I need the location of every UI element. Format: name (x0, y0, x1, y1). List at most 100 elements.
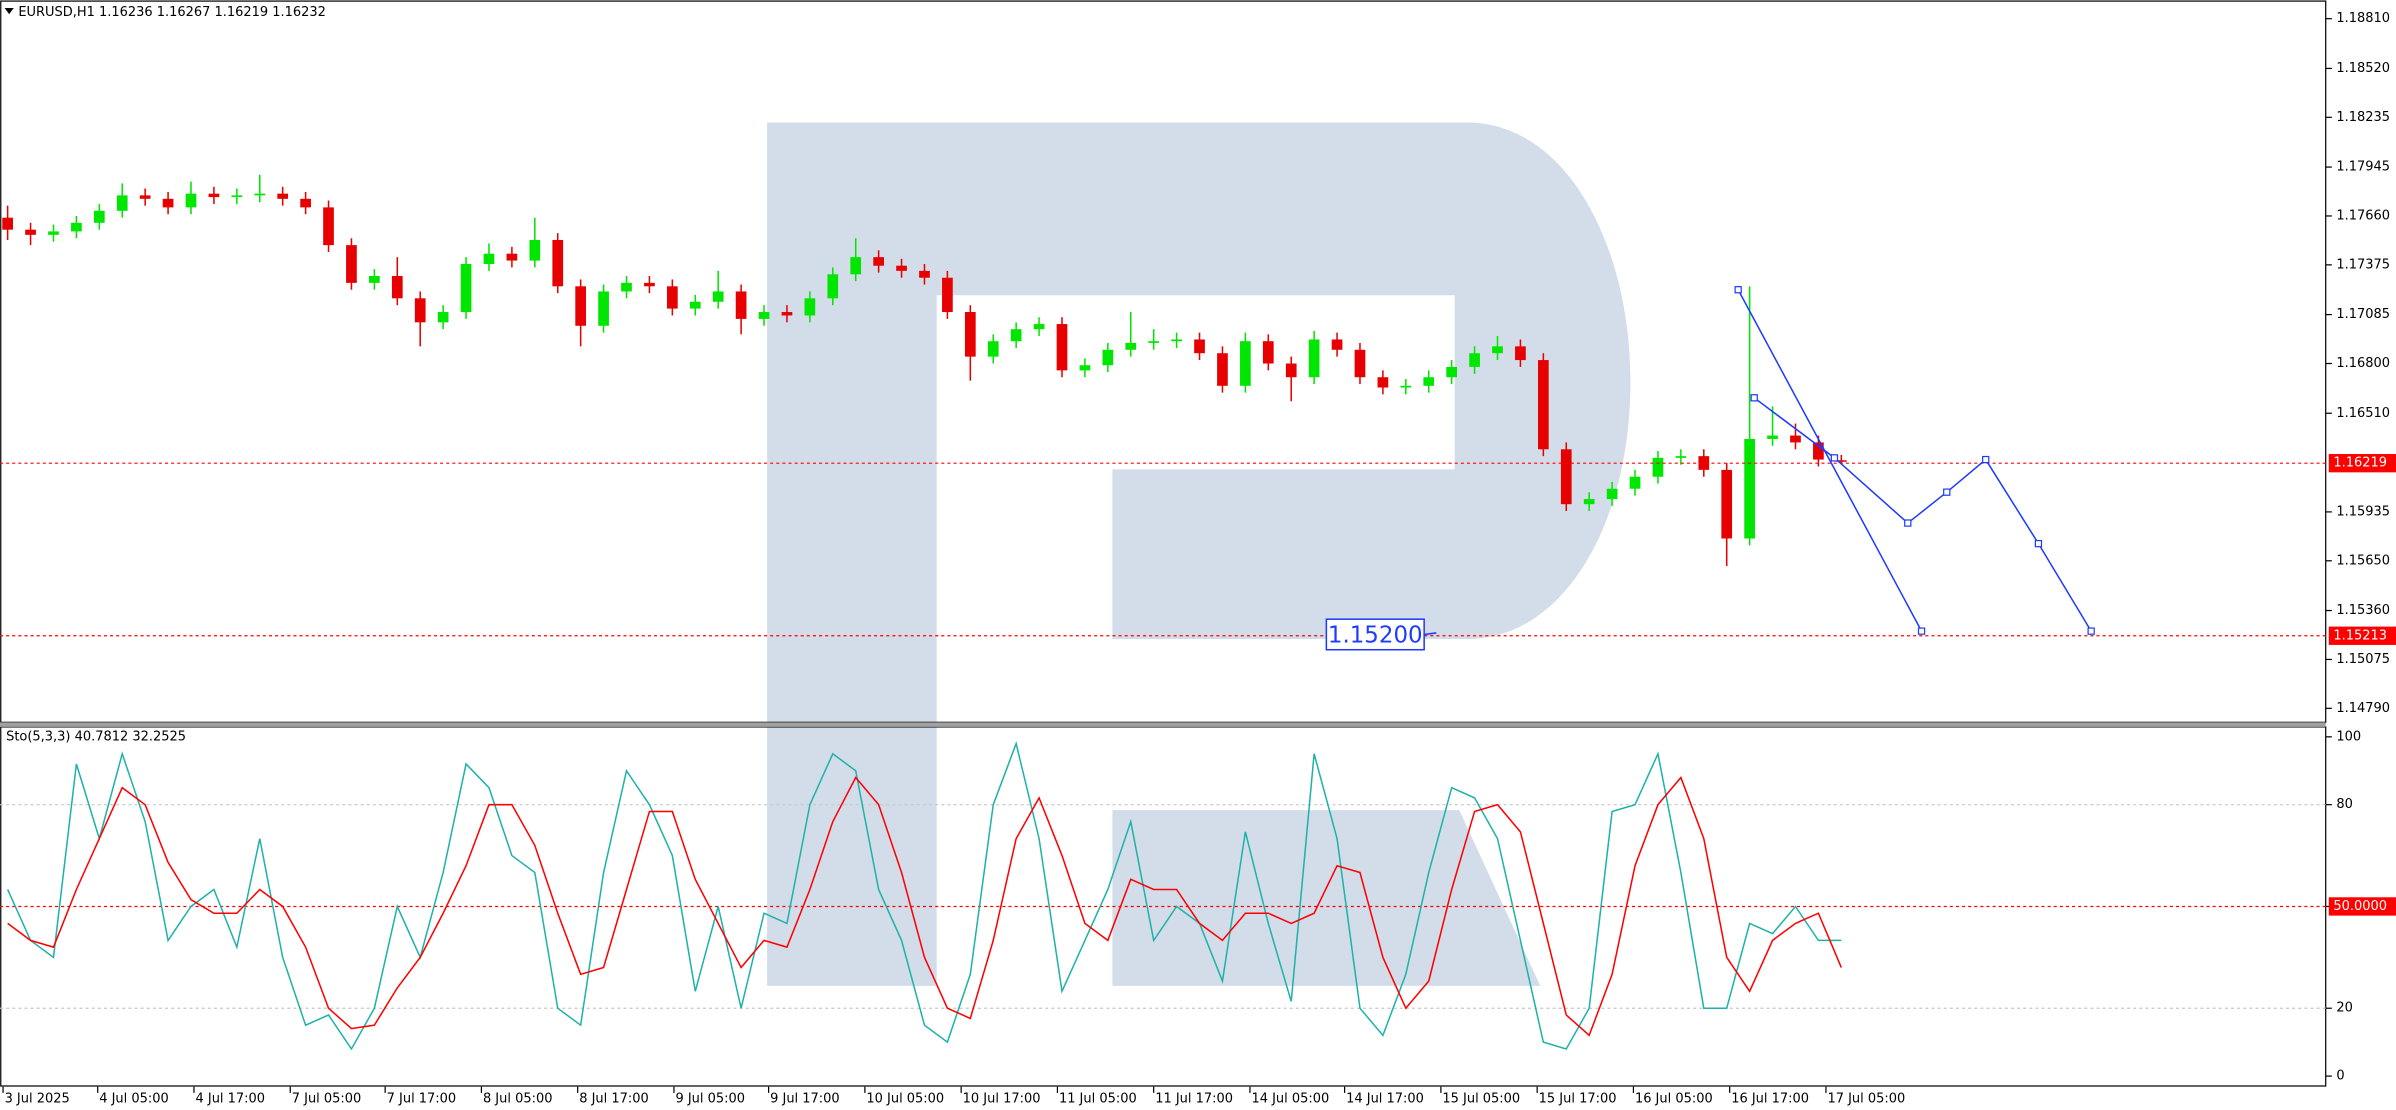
candle-body (25, 229, 36, 235)
indicator-header: Sto(5,3,3) 40.7812 32.2525 (6, 729, 186, 744)
candle-body (1125, 342, 1137, 350)
x-tick-label: 14 Jul 05:00 (1251, 1091, 1329, 1106)
candle-body (1721, 469, 1733, 539)
candle-body (1285, 363, 1297, 378)
forecast-point (1904, 519, 1912, 527)
x-tick-label: 4 Jul 05:00 (99, 1091, 169, 1106)
sub-layer: 0 20 50.0000 80 100 3 Jul 2025 4 Jul 05:00 4 Ju… (0, 729, 2396, 1106)
main-layer: 1.18810 1.18520 1.18235 1.17945 1.17660 1.173… (0, 11, 2396, 716)
x-tick-label: 14 Jul 17:00 (1346, 1091, 1424, 1106)
x-tick-label: 9 Jul 05:00 (675, 1091, 745, 1106)
candle-body (506, 253, 518, 261)
forecast-point (1982, 455, 1990, 464)
forecast-point (1734, 286, 1742, 294)
forecast-point (2034, 539, 2043, 548)
x-tick-label: 16 Jul 17:00 (1731, 1091, 1809, 1106)
candle-body (1033, 324, 1045, 330)
logo-r-top (767, 122, 1631, 986)
x-tick-label: 16 Jul 05:00 (1635, 1091, 1713, 1106)
candle-body (1469, 353, 1480, 367)
x-tick-label: 11 Jul 17:00 (1155, 1091, 1233, 1106)
candle-body (1148, 341, 1160, 343)
forecast-line (1737, 289, 1923, 632)
candle-body (735, 291, 747, 319)
y-tick-label: 1.15360 (2336, 603, 2390, 618)
candle-body (873, 257, 884, 266)
candle-body (1171, 339, 1182, 342)
candle-body (254, 193, 266, 196)
candle-body (414, 298, 426, 323)
candle-body (1515, 346, 1526, 361)
y-tick-label: 1.15935 (2336, 504, 2390, 519)
y-tick-label: 100 (2336, 729, 2361, 744)
forecast-point (1943, 488, 1951, 496)
y-tick-label: 1.17375 (2336, 257, 2390, 272)
x-tick-label: 8 Jul 17:00 (579, 1091, 649, 1106)
candle-body (552, 239, 564, 287)
x-tick-label: 11 Jul 05:00 (1059, 1091, 1137, 1106)
forecast-point (2087, 627, 2095, 635)
candle-body (1331, 339, 1343, 350)
candle-body (598, 291, 609, 326)
candle-body (1675, 456, 1687, 458)
candle-body (1423, 377, 1435, 386)
x-tick-label: 8 Jul 05:00 (483, 1091, 553, 1106)
candle-body (827, 274, 839, 299)
symbol-header: EURUSD,H1 1.16236 1.16267 1.16219 1.1623… (18, 5, 326, 20)
price-label-box (2328, 454, 2396, 473)
candle-body (1560, 449, 1572, 505)
y-tick-label-box (2328, 897, 2396, 916)
candle-body (666, 286, 678, 309)
candle-body (1744, 438, 1755, 539)
y-tick-label: 50.0000 (2333, 899, 2387, 914)
y-tick-label: 0 (2336, 1069, 2344, 1084)
candle-body (575, 286, 587, 326)
candle-body (1813, 442, 1824, 460)
candle-body (2, 217, 13, 230)
candle-body (71, 222, 82, 232)
y-tick-label: 1.16800 (2336, 356, 2390, 371)
candle-body (1194, 339, 1205, 354)
forecast-point (1830, 454, 1839, 462)
candle-body (277, 193, 289, 199)
candle-body (1446, 366, 1458, 378)
annotation-text: 1.15200 (1328, 622, 1423, 648)
forecast-line (1753, 397, 2092, 632)
candle-body (369, 276, 380, 283)
y-tick-label: 1.17660 (2336, 208, 2390, 223)
annotation-pointer (1424, 632, 1437, 636)
candle-body (391, 276, 403, 299)
candle-body (323, 207, 334, 246)
candle-body (758, 312, 770, 319)
candle-body (1377, 377, 1389, 388)
candle-body (1835, 460, 1847, 462)
candle-body (1583, 499, 1595, 505)
candle-body (896, 265, 907, 271)
y-tick-label: 1.18520 (2336, 61, 2390, 76)
candle-body (1767, 435, 1778, 439)
x-tick-label: 10 Jul 05:00 (866, 1091, 944, 1106)
candle-body (1629, 476, 1641, 489)
candle-body (942, 277, 953, 313)
candle-body (1010, 329, 1022, 342)
y-tick-label: 1.16510 (2336, 406, 2390, 421)
candle-body (964, 312, 976, 357)
panel-separator (0, 722, 2326, 727)
candle-body (1698, 456, 1710, 470)
x-tick-label: 3 Jul 2025 (5, 1091, 70, 1106)
candle-body (1217, 353, 1228, 386)
candle-body (116, 195, 128, 211)
y-tick-label: 1.17085 (2336, 307, 2390, 322)
candle-body (1537, 360, 1549, 450)
candle-body (644, 282, 655, 287)
candle-body (93, 210, 105, 223)
candle-body (1492, 346, 1503, 354)
price-label-box (2328, 626, 2396, 645)
y-tick-label: 1.15650 (2336, 553, 2390, 568)
y-tick-label: 1.17945 (2336, 160, 2390, 175)
forecast-point (1917, 627, 1926, 635)
candle-body (437, 312, 449, 323)
candle-body (460, 263, 472, 313)
